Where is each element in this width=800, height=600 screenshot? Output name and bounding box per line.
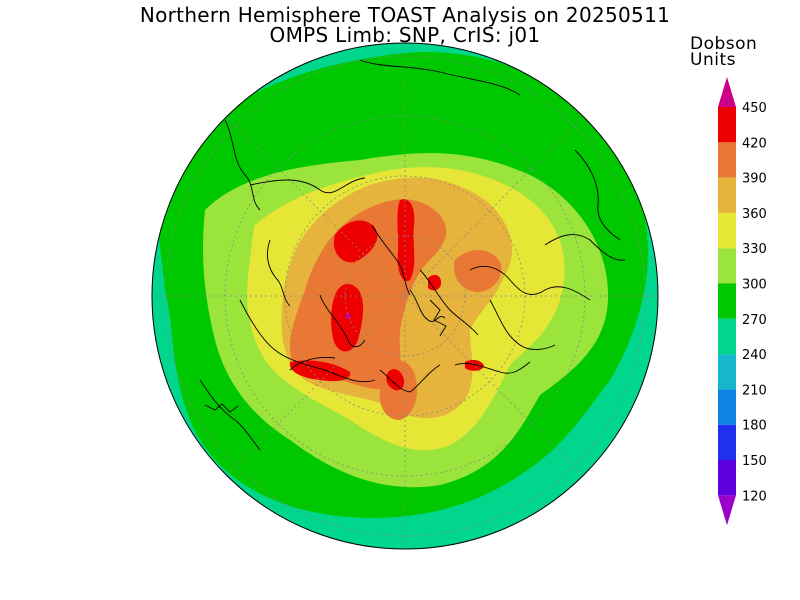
map-subtitle: OMPS Limb: SNP, CrIS: j01 xyxy=(269,23,541,47)
legend-tick-label: 450 xyxy=(742,101,767,116)
legend-swatch xyxy=(718,248,736,284)
legend-swatch xyxy=(718,177,736,213)
legend-tick-label: 120 xyxy=(742,489,767,504)
legend-tick-label: 300 xyxy=(742,278,767,293)
ozone-core-420-d xyxy=(289,360,351,382)
legend-tick-label: 270 xyxy=(742,313,767,328)
legend-swatch xyxy=(718,460,736,496)
legend-swatch xyxy=(718,107,736,143)
map-title: Northern Hemisphere TOAST Analysis on 20… xyxy=(139,3,671,27)
map-boundary xyxy=(151,42,659,550)
legend-swatch xyxy=(718,354,736,390)
legend-tick-label: 360 xyxy=(742,207,767,222)
legend-swatch xyxy=(718,424,736,460)
legend-tick-label: 180 xyxy=(742,419,767,434)
ozone-core-420-f xyxy=(428,274,442,291)
legend-swatch xyxy=(718,142,736,178)
legend-tick-label: 210 xyxy=(742,383,767,398)
ozone-core-420-g xyxy=(465,359,484,371)
legend-tick-label: 150 xyxy=(742,454,767,469)
ozone-core-450 xyxy=(345,313,351,319)
coastlines xyxy=(199,59,626,451)
legend-tick-label: 240 xyxy=(742,348,767,363)
legend-tick-label: 420 xyxy=(742,136,767,151)
legend-units-line1: Dobson xyxy=(690,34,758,54)
legend-arrow-top xyxy=(718,77,736,107)
legend-swatch xyxy=(718,283,736,319)
legend-swatch xyxy=(718,389,736,425)
legend-swatch xyxy=(718,318,736,355)
legend-tick-label: 390 xyxy=(742,172,767,187)
legend-tick-label: 330 xyxy=(742,242,767,257)
legend-arrow-bottom xyxy=(718,495,736,526)
ozone-core-420-a xyxy=(333,220,378,263)
graticule xyxy=(152,43,658,549)
legend-swatch xyxy=(718,212,736,249)
ozone-core-420-b xyxy=(397,199,415,281)
ozone-band-390-east xyxy=(454,250,502,293)
legend-units-line2: Units xyxy=(690,50,736,70)
ozone-core-420-e xyxy=(386,369,405,391)
